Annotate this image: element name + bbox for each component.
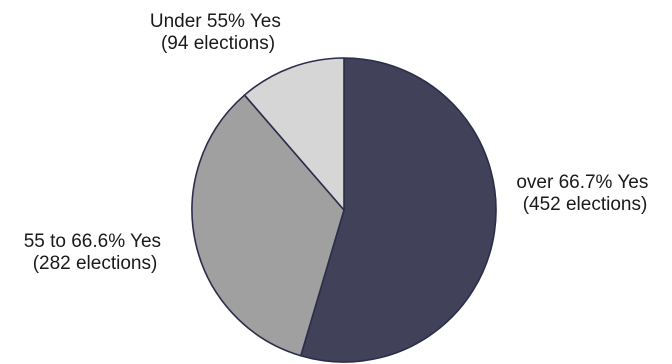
pie-slice-over-66-7-yes (299, 57, 497, 363)
pie-slices (191, 57, 497, 363)
label-under-55-count: (94 elections) (161, 33, 275, 54)
label-55-to-66-6: 55 to 66.6% Yes (282 elections) (24, 231, 167, 274)
label-over-66-7: over 66.7% Yes (452 elections) (516, 172, 653, 215)
label-under-55-title: Under 55% Yes (150, 11, 281, 32)
label-over-66-7-title: over 66.7% Yes (516, 172, 648, 193)
label-55-to-66-6-count: (282 elections) (33, 253, 158, 274)
label-55-to-66-6-title: 55 to 66.6% Yes (24, 231, 161, 252)
label-under-55: Under 55% Yes (94 elections) (150, 11, 286, 54)
pie-slice-under-55-yes (243, 57, 345, 211)
pie-slice-55-to-66-6-yes (191, 94, 345, 357)
label-over-66-7-count: (452 elections) (523, 194, 648, 215)
